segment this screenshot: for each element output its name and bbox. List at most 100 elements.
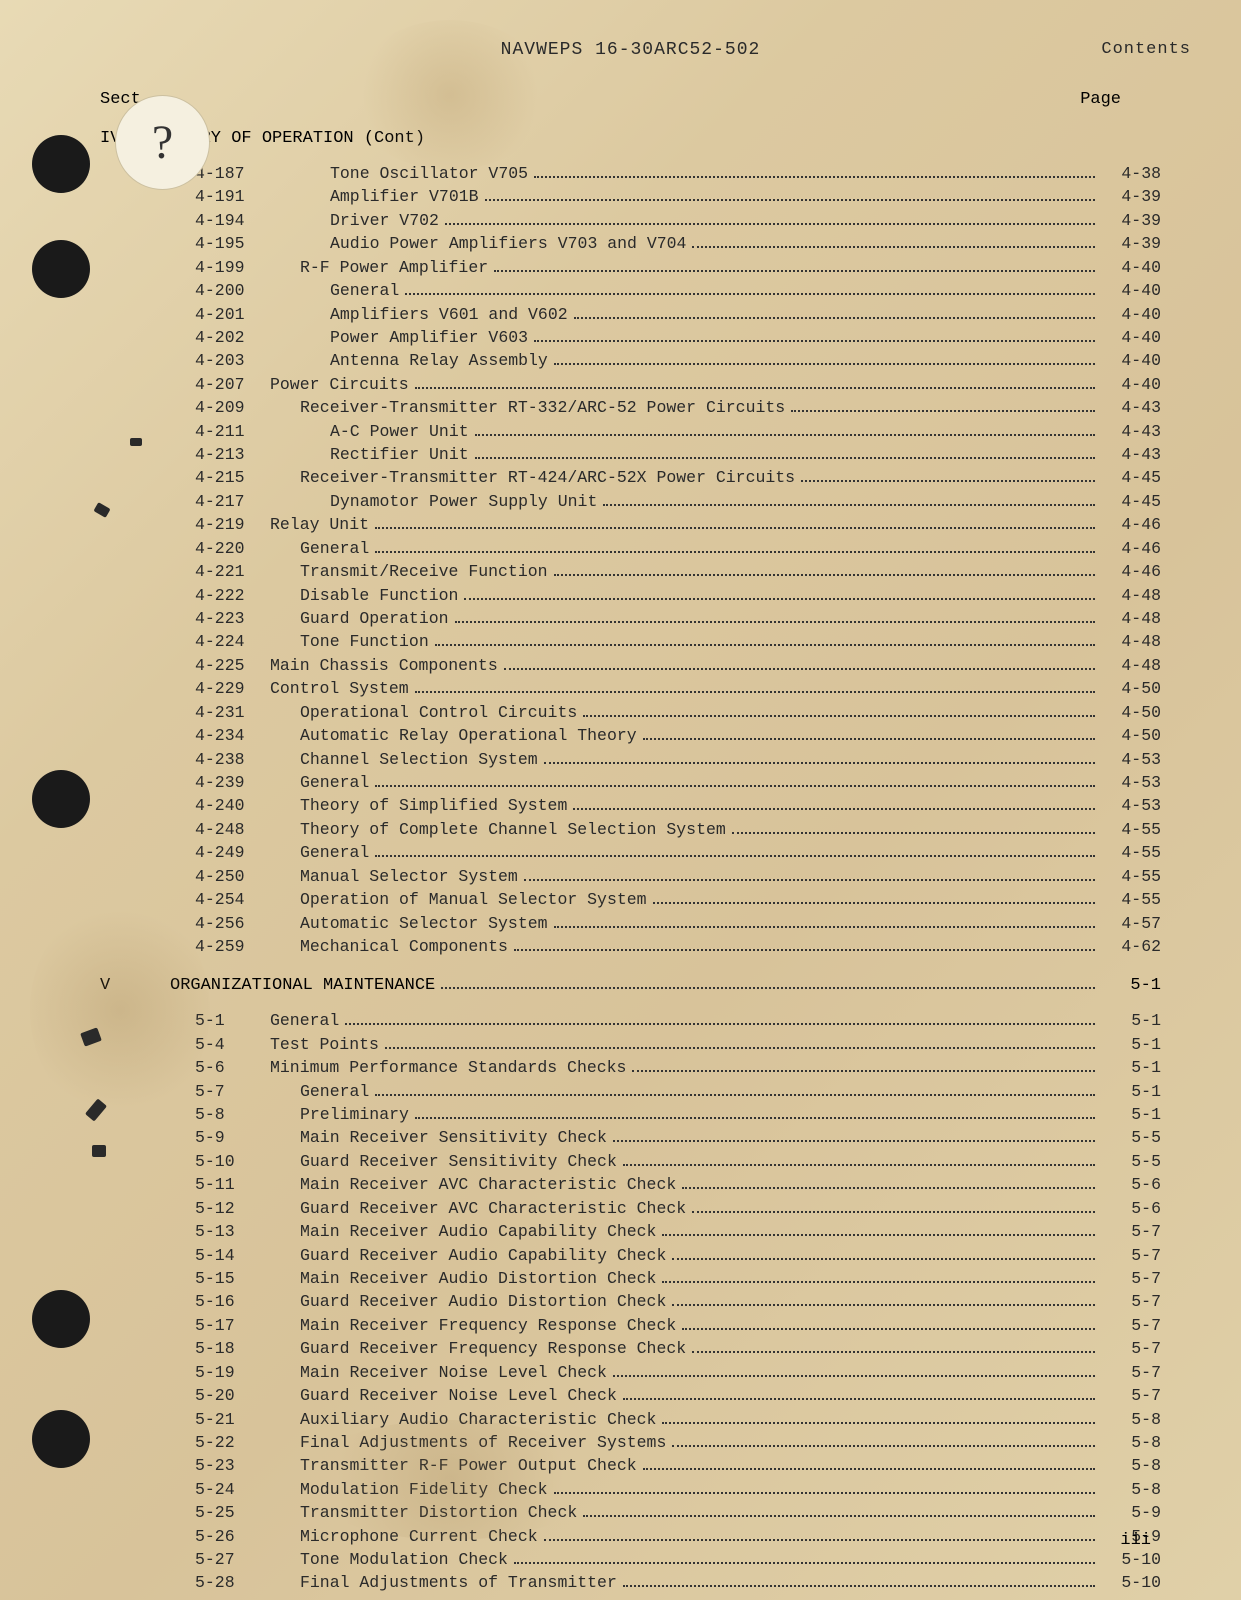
toc-entry: 4-211A-C Power Unit4-43 [100,420,1161,443]
entry-title: General [270,279,1101,302]
paragraph-number: 4-231 [100,701,270,724]
entry-title: Mechanical Components [270,935,1101,958]
entry-page: 5-8 [1101,1478,1161,1501]
paragraph-number: 4-220 [100,537,270,560]
entry-title: Main Receiver Frequency Response Check [270,1314,1101,1337]
table-of-contents: IV…EORY OF OPERATION (Cont)4-187Tone Osc… [100,129,1161,1595]
toc-entry: 5-26Microphone Current Check5-9 [100,1525,1161,1548]
entry-title-text: Guard Receiver Frequency Response Check [270,1337,686,1360]
entry-page: 4-38 [1101,162,1161,185]
entry-page: 5-1 [1101,1080,1161,1103]
leader-dots [475,457,1095,459]
entry-title: Guard Receiver AVC Characteristic Check [270,1197,1101,1220]
paragraph-number: 4-223 [100,607,270,630]
entry-page: 5-7 [1101,1244,1161,1267]
leader-dots [801,480,1095,482]
paragraph-number: 5-23 [100,1454,270,1477]
entry-title-text: Main Receiver Sensitivity Check [270,1126,607,1149]
paragraph-number: 4-250 [100,865,270,888]
entry-title: Antenna Relay Assembly [270,349,1101,372]
entry-page: 4-53 [1101,748,1161,771]
toc-entry: 4-259Mechanical Components4-62 [100,935,1161,958]
entry-title: Tone Function [270,630,1101,653]
entry-title: Operational Control Circuits [270,701,1101,724]
entry-title: Operation of Manual Selector System [270,888,1101,911]
entry-title-text: Amplifiers V601 and V602 [270,303,568,326]
entry-title: Main Receiver Sensitivity Check [270,1126,1101,1149]
leader-dots [643,738,1095,740]
leader-dots [375,1094,1095,1096]
entry-title-text: General [270,537,369,560]
leader-dots [583,1515,1095,1517]
document-page: ? NAVWEPS 16-30ARC52-502 Contents Sect P… [0,0,1241,1600]
toc-entry: 4-187Tone Oscillator V7054-38 [100,162,1161,185]
leader-dots [632,1070,1095,1072]
entry-title: Amplifier V701B [270,185,1101,208]
entry-title: Guard Receiver Sensitivity Check [270,1150,1101,1173]
paragraph-number: 5-17 [100,1314,270,1337]
entry-title-text: Receiver-Transmitter RT-332/ARC-52 Power… [270,396,785,419]
entry-title: Test Points [270,1033,1101,1056]
section-title-text: ORGANIZATIONAL MAINTENANCE [170,976,435,995]
entry-title-text: Power Amplifier V603 [270,326,528,349]
toc-entry: 4-250Manual Selector System4-55 [100,865,1161,888]
toc-entry: 4-234Automatic Relay Operational Theory4… [100,724,1161,747]
entry-title: Guard Receiver Audio Capability Check [270,1244,1101,1267]
leader-dots [623,1164,1095,1166]
leader-dots [385,1047,1095,1049]
entry-page: 5-10 [1101,1571,1161,1594]
paragraph-number: 5-25 [100,1501,270,1524]
toc-entry: 4-223Guard Operation4-48 [100,607,1161,630]
entry-title: Amplifiers V601 and V602 [270,303,1101,326]
entry-title-text: General [270,771,369,794]
toc-entry: 5-10Guard Receiver Sensitivity Check5-5 [100,1150,1161,1173]
entry-page: 4-43 [1101,396,1161,419]
entry-page: 5-5 [1101,1126,1161,1149]
leader-dots [653,902,1095,904]
leader-dots [534,176,1095,178]
leader-dots [732,832,1095,834]
doc-number: NAVWEPS 16-30ARC52-502 [501,40,761,60]
entry-title: A-C Power Unit [270,420,1101,443]
entry-title-text: General [270,1009,339,1032]
section-heading: VORGANIZATIONAL MAINTENANCE5-1 [100,976,1161,995]
entry-title: Tone Oscillator V705 [270,162,1101,185]
entry-page: 4-40 [1101,373,1161,396]
entry-title: Disable Function [270,584,1101,607]
paragraph-number: 4-202 [100,326,270,349]
entry-title: Relay Unit [270,513,1101,536]
entry-title: Dynamotor Power Supply Unit [270,490,1101,513]
paragraph-number: 4-200 [100,279,270,302]
entry-page: 4-39 [1101,232,1161,255]
entry-title-text: General [270,279,399,302]
leader-dots [455,621,1095,623]
entry-title-text: Main Receiver Audio Capability Check [270,1220,656,1243]
toc-entry: 4-217Dynamotor Power Supply Unit4-45 [100,490,1161,513]
entry-page: 5-7 [1101,1290,1161,1313]
toc-entry: 4-248Theory of Complete Channel Selectio… [100,818,1161,841]
entry-title: Minimum Performance Standards Checks [270,1056,1101,1079]
paragraph-number: 4-238 [100,748,270,771]
paragraph-number: 5-11 [100,1173,270,1196]
entry-title-text: General [270,1080,369,1103]
paper-stain [300,1420,600,1540]
paragraph-number: 5-26 [100,1525,270,1548]
paragraph-number: 4-248 [100,818,270,841]
entry-title: Main Chassis Components [270,654,1101,677]
contents-label: Contents [1101,40,1191,59]
leader-dots [445,223,1095,225]
leader-dots [375,785,1095,787]
leader-dots [554,1492,1095,1494]
entry-page: 4-55 [1101,865,1161,888]
leader-dots [692,1351,1095,1353]
leader-dots [415,1117,1095,1119]
entry-page: 4-46 [1101,537,1161,560]
leader-dots [692,246,1095,248]
debris-mark [92,1145,106,1157]
entry-page: 4-40 [1101,256,1161,279]
leader-dots [345,1023,1095,1025]
entry-page: 5-1 [1101,1103,1161,1126]
entry-title-text: General [270,841,369,864]
toc-entry: 4-207Power Circuits4-40 [100,373,1161,396]
entry-page: 5-7 [1101,1314,1161,1337]
